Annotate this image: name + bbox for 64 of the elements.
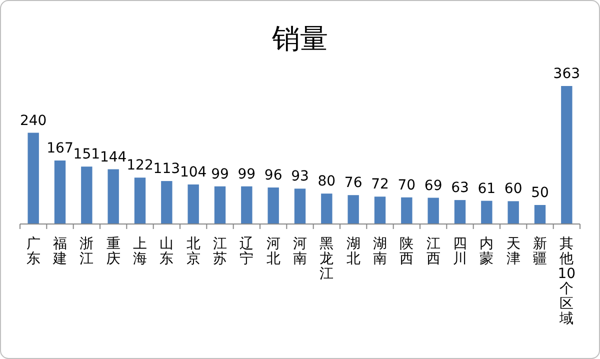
bar [294, 188, 306, 224]
bar [561, 86, 572, 224]
x-tick-label: 黑龙江 [320, 236, 334, 282]
bar [161, 181, 172, 224]
data-label: 76 [344, 175, 362, 192]
chart-title: 销量 [271, 22, 328, 55]
bar [374, 196, 386, 224]
data-label: 61 [478, 180, 496, 197]
data-label: 167 [46, 140, 74, 157]
data-label: 363 [553, 66, 580, 82]
bar [481, 200, 492, 224]
data-label: 72 [371, 176, 389, 193]
data-label: 113 [153, 161, 180, 178]
data-label: 69 [424, 178, 442, 194]
x-tick-label: 湖南 [373, 236, 387, 267]
x-tick-label: 四川 [453, 236, 467, 267]
bar [401, 197, 412, 224]
x-tick-label: 重庆 [106, 236, 120, 267]
data-label: 80 [318, 174, 336, 190]
x-tick-label: 河南 [293, 236, 307, 267]
x-tick-label: 福建 [52, 236, 67, 267]
data-label: 122 [126, 158, 154, 174]
data-label: 99 [238, 166, 256, 182]
data-label: 63 [451, 180, 469, 196]
x-tick-label: 陕西 [400, 236, 414, 267]
data-label: 96 [264, 168, 282, 184]
data-label: 70 [398, 177, 416, 194]
data-label: 93 [291, 168, 309, 185]
bar [28, 132, 39, 224]
data-label: 50 [531, 184, 549, 201]
x-tick-label: 江苏 [213, 236, 227, 267]
bar [428, 198, 439, 224]
bar [188, 184, 199, 224]
x-tick-label: 天津 [506, 236, 520, 267]
bar [508, 201, 519, 224]
data-label: 144 [100, 149, 127, 166]
bar [214, 186, 226, 224]
x-tick-label: 山东 [160, 236, 174, 267]
data-label: 60 [504, 181, 522, 198]
bar [268, 188, 279, 224]
bar [108, 169, 119, 224]
bar [454, 200, 466, 224]
data-label: 151 [73, 146, 100, 163]
x-tick-label: 浙江 [80, 236, 94, 267]
x-tick-label: 广东 [26, 236, 40, 267]
bar [321, 194, 332, 224]
bar [54, 160, 66, 224]
bar [534, 204, 546, 224]
x-tick-label: 上海 [133, 236, 147, 267]
bar [134, 178, 146, 224]
bar [348, 195, 359, 224]
x-tick-label: 新疆 [533, 236, 547, 267]
x-tick-label: 内蒙 [480, 236, 494, 267]
bar [81, 166, 92, 224]
data-label: 104 [180, 164, 207, 180]
x-tick-label: 辽宁 [240, 236, 254, 267]
x-tick-label: 河北 [266, 236, 280, 267]
x-tick-label: 湖北 [346, 236, 360, 267]
x-tick-label: 江西 [426, 236, 440, 267]
data-label: 99 [211, 166, 229, 182]
bar [241, 186, 252, 224]
x-tick-label: 其他10个区域 [558, 236, 576, 327]
x-tick-label: 北京 [186, 236, 200, 267]
data-label: 240 [20, 112, 47, 129]
